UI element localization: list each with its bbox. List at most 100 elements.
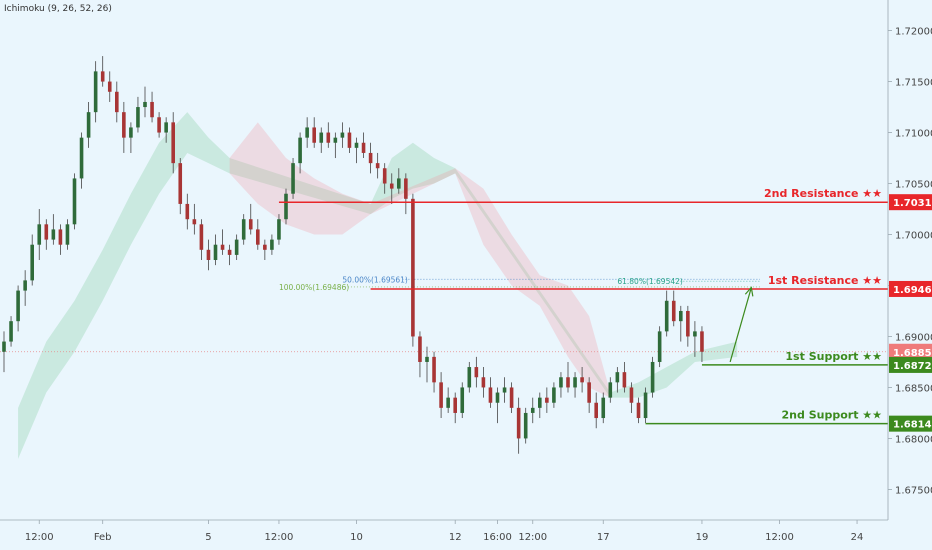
candle-body: [389, 183, 394, 189]
price-axis: 1.720001.715001.710001.705001.700001.695…: [887, 0, 932, 520]
candle-body: [481, 377, 486, 388]
candle-body: [72, 178, 77, 225]
candle-body: [277, 219, 281, 240]
candle-body: [122, 112, 126, 138]
candle-body: [129, 127, 133, 138]
candle-body: [143, 101, 147, 108]
current-price-tag-bg: [889, 343, 932, 360]
candle-body: [425, 356, 429, 362]
candle-body: [220, 244, 225, 250]
candle-body: [382, 168, 387, 184]
candle-body: [545, 397, 549, 403]
candle-body: [439, 382, 443, 408]
x-tick-label: 12:00: [25, 532, 54, 543]
candle-body: [9, 321, 13, 342]
candle-body: [51, 229, 56, 240]
indicator-label: Ichimoku (9, 26, 52, 26): [4, 4, 112, 14]
candlesticks: [2, 56, 704, 454]
x-tick-label: 5: [205, 532, 211, 543]
y-tick-label: 1.71500: [895, 78, 932, 89]
level-price-tag-bg: [889, 194, 932, 211]
candle-body: [326, 132, 331, 143]
candle-body: [573, 377, 577, 388]
x-tick-label: 10: [350, 532, 363, 543]
candle-body: [93, 71, 98, 113]
y-tick-label: 1.68000: [895, 434, 932, 445]
level-price-tag-bg: [889, 356, 932, 373]
candle-body: [686, 310, 690, 337]
candle-body: [241, 219, 246, 240]
candle-body: [446, 397, 450, 408]
candle-body: [256, 229, 260, 245]
candle-body: [460, 387, 465, 413]
level-price-tag: 1.70317: [893, 198, 932, 209]
level-label: 1st Support ★★: [785, 350, 882, 363]
candle-body: [693, 331, 697, 337]
candle-body: [248, 219, 253, 230]
candle-body: [474, 367, 479, 378]
candle-body: [650, 361, 655, 393]
y-tick-label: 1.72000: [895, 27, 932, 38]
candle-body: [333, 137, 338, 143]
cloud-red: [229, 122, 611, 398]
candle-body: [347, 132, 352, 148]
projection-arrow: [729, 287, 752, 363]
y-tick-label: 1.71000: [895, 129, 932, 140]
candle-body: [23, 280, 27, 291]
candle-body: [601, 397, 606, 419]
candle-body: [185, 203, 190, 220]
candle-body: [622, 372, 627, 388]
y-tick-label: 1.69000: [895, 332, 932, 343]
candle-body: [368, 152, 373, 164]
level-price-tag-bg: [889, 415, 932, 432]
candle-body: [291, 163, 295, 194]
candle-body: [227, 249, 232, 255]
candle-body: [270, 239, 274, 250]
fib-label: 50.00%(1.69561): [342, 275, 408, 284]
candle-body: [206, 249, 211, 260]
candle-body: [580, 377, 584, 383]
current-price-tag: 1.68850: [893, 348, 932, 359]
candle-body: [643, 392, 648, 419]
candle-body: [354, 142, 359, 148]
candle-body: [157, 117, 161, 133]
candle-body: [467, 367, 472, 388]
candle-body: [164, 122, 168, 133]
candle-body: [502, 387, 507, 393]
support-resistance-levels: 2nd Resistance ★★ 1st Resistance ★★ 1st Su…: [278, 187, 888, 425]
candle-body: [213, 244, 218, 260]
candle-body: [657, 331, 662, 362]
fib-label: 61.80%(1.69542): [617, 277, 683, 286]
candle-body: [150, 101, 154, 118]
level-price-tag: 1.69466: [893, 285, 932, 296]
candle-body: [192, 219, 197, 225]
candle-body: [664, 300, 669, 332]
candle-body: [2, 341, 6, 352]
candle-body: [516, 407, 521, 439]
x-tick-label: 17: [597, 532, 610, 543]
candle-body: [608, 382, 613, 398]
candle-body: [615, 372, 620, 383]
candle-body: [171, 122, 175, 164]
candle-body: [432, 356, 436, 383]
candle-body: [30, 244, 34, 281]
candle-body: [495, 392, 500, 403]
candle-body: [65, 224, 70, 245]
x-tick-label: Feb: [94, 532, 112, 543]
candle-body: [587, 382, 591, 403]
candle-body: [671, 300, 676, 322]
y-tick-label: 1.67500: [895, 485, 932, 496]
candle-body: [44, 224, 49, 240]
x-tick-label: 24: [851, 532, 864, 543]
candle-body: [86, 112, 91, 138]
ichimoku-cloud: [18, 112, 738, 459]
x-tick-label: 12:00: [765, 532, 794, 543]
candle-body: [559, 377, 563, 388]
x-tick-label: 12: [449, 532, 462, 543]
level-label: 1st Resistance ★★: [768, 274, 882, 287]
candle-body: [523, 412, 528, 439]
x-tick-label: 16:00: [483, 532, 512, 543]
level-price-tag-bg: [889, 280, 932, 297]
time-axis: 12:00 Feb 5 12:00 10 12 16:00 12:00 17 19 12:00 24: [0, 519, 888, 543]
